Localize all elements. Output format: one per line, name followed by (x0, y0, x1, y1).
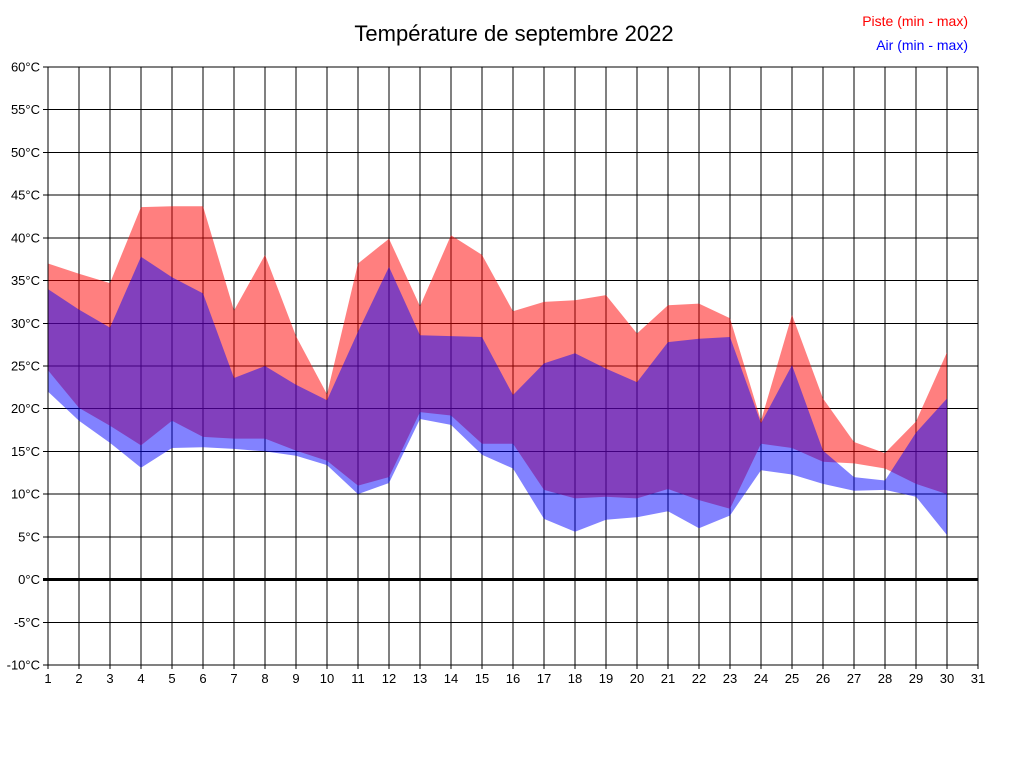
x-tick-label: 8 (261, 671, 268, 686)
y-tick-label: 40°C (11, 230, 40, 245)
x-tick-label: 5 (168, 671, 175, 686)
chart-title: Température de septembre 2022 (354, 21, 673, 46)
x-tick-label: 1 (44, 671, 51, 686)
x-tick-label: 18 (568, 671, 582, 686)
x-tick-label: 13 (413, 671, 427, 686)
x-tick-label: 11 (351, 671, 365, 686)
y-tick-label: 15°C (11, 444, 40, 459)
x-tick-label: 7 (230, 671, 237, 686)
x-tick-label: 19 (599, 671, 613, 686)
x-tick-label: 9 (292, 671, 299, 686)
x-axis-labels: 1 2 3 4 5 6 7 8 9 10 11 12 13 14 15 16 17 18 19 20 21 22 23 24 2… (44, 671, 985, 686)
y-tick-label: 55°C (11, 102, 40, 117)
y-tick-label: 10°C (11, 487, 40, 502)
x-tick-label: 22 (692, 671, 706, 686)
y-axis-labels: 60°C 55°C 50°C 45°C 40°C 35°C 30°C 25°C 20°C 15°C… (7, 60, 40, 673)
x-tick-label: 4 (137, 671, 144, 686)
axis-ticks (43, 66, 979, 669)
x-tick-label: 28 (878, 671, 892, 686)
y-tick-label: 20°C (11, 401, 40, 416)
air-minmax-band (48, 256, 947, 536)
x-tick-label: 2 (75, 671, 82, 686)
x-tick-label: 26 (816, 671, 830, 686)
x-tick-label: 20 (630, 671, 644, 686)
x-tick-label: 30 (940, 671, 954, 686)
y-tick-label: 45°C (11, 188, 40, 203)
y-tick-label: -5°C (14, 615, 40, 630)
x-tick-label: 31 (971, 671, 985, 686)
y-tick-label: 30°C (11, 316, 40, 331)
y-tick-label: 60°C (11, 60, 40, 75)
x-tick-label: 27 (847, 671, 861, 686)
legend-air-label: Air (min - max) (876, 37, 968, 53)
x-tick-label: 10 (320, 671, 334, 686)
y-tick-label: 25°C (11, 359, 40, 374)
y-tick-label: 50°C (11, 145, 40, 160)
y-tick-label: 5°C (18, 529, 40, 544)
legend: Piste (min - max) Air (min - max) (862, 13, 968, 53)
y-tick-label: 35°C (11, 273, 40, 288)
x-tick-label: 16 (506, 671, 520, 686)
x-tick-label: 17 (537, 671, 551, 686)
x-tick-label: 3 (106, 671, 113, 686)
x-tick-label: 6 (199, 671, 206, 686)
legend-piste-label: Piste (min - max) (862, 13, 968, 29)
y-tick-label: 0°C (18, 572, 40, 587)
x-tick-label: 29 (909, 671, 923, 686)
x-tick-label: 25 (785, 671, 799, 686)
x-tick-label: 21 (661, 671, 675, 686)
x-tick-label: 23 (723, 671, 737, 686)
x-tick-label: 12 (382, 671, 396, 686)
x-tick-label: 24 (754, 671, 768, 686)
x-tick-label: 15 (475, 671, 489, 686)
x-tick-label: 14 (444, 671, 458, 686)
temperature-bands (48, 206, 947, 536)
piste-minmax-band (48, 206, 947, 509)
y-tick-label: -10°C (7, 658, 40, 673)
